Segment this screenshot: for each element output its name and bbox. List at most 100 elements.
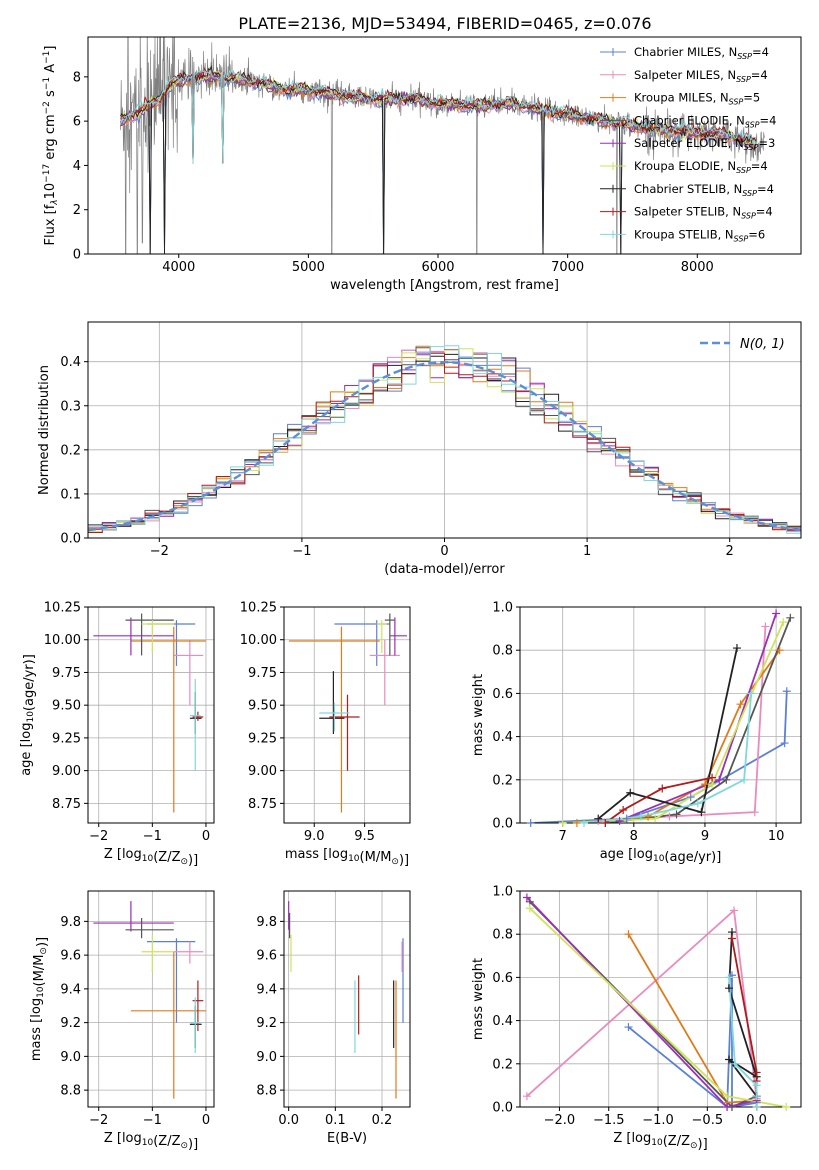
- plus-marker: [708, 773, 717, 782]
- error-bar-point: [173, 639, 204, 706]
- x-tick-label: −1.5: [593, 1113, 625, 1128]
- legend-entry: Chabrier MILES, NSSP=4: [634, 45, 769, 61]
- figure-title: PLATE=2136, MJD=53494, FIBERID=0465, z=0…: [238, 14, 651, 33]
- plus-marker: [747, 689, 756, 698]
- x-axis-label: mass [log10(M/M⊙)]: [285, 847, 409, 868]
- plus-marker: [782, 687, 791, 696]
- series-line-chabrier-miles: [627, 975, 757, 1107]
- x-tick-label: 1: [583, 544, 591, 559]
- plus-marker: [622, 814, 631, 823]
- y-tick-label: 4: [73, 159, 81, 174]
- error-bar-point: [192, 980, 204, 1032]
- plus-marker: [594, 814, 603, 823]
- mass_weight_vs_age-frame: [519, 606, 802, 824]
- plus-marker: [779, 618, 788, 627]
- x-axis-label: Z [log10(Z/Z⊙)]: [104, 1131, 198, 1152]
- y-tick-label: 9.25: [52, 731, 81, 746]
- residual_histogram-panel: −2 −1 0 1 2 0.0 0.1 0.2 0.3 0.4 N(0, 1) (data-model…: [37, 321, 802, 577]
- error-bar-point: [376, 620, 387, 653]
- plus-marker: [723, 1092, 732, 1101]
- plus-marker: [782, 1103, 791, 1111]
- mass_vs_EBV-plot-area: [288, 901, 404, 1099]
- x-tick-label: 0.1: [325, 1113, 346, 1128]
- legend-entry: Kroupa ELODIE, NSSP=4: [634, 159, 768, 175]
- plus-marker: [775, 646, 784, 655]
- mass_vs_EBV-panel: 0.0 0.1 0.2 8.8 9.0 9.2 9.4 9.6 9.8 E(B-V): [256, 890, 411, 1146]
- y-tick-label: 9.6: [256, 949, 277, 964]
- x-tick-label: 9.5: [354, 829, 375, 844]
- x-axis-label: age [log10(age/yr)]: [600, 847, 722, 865]
- y-axis-label: age [log10(age/yr)]: [19, 654, 37, 776]
- error-bar-point: [384, 613, 395, 656]
- y-tick-label: 0.8: [492, 928, 513, 943]
- mass_vs_Z-plot-area: [93, 901, 206, 1099]
- error-bar-point: [130, 626, 206, 813]
- mass_vs_EBV-frame: [283, 890, 411, 1108]
- plus-marker: [601, 819, 610, 827]
- legend-entry: Kroupa MILES, NSSP=5: [634, 91, 760, 107]
- plus-marker: [580, 819, 589, 827]
- histogram-kroupa-stelib: [88, 345, 801, 534]
- plus-marker: [722, 775, 731, 784]
- plus-marker: [752, 1092, 761, 1101]
- x-tick-label: 10: [768, 829, 785, 844]
- x-tick-label: −2: [150, 544, 169, 559]
- x-tick-label: 9: [701, 829, 709, 844]
- x-tick-label: −2: [89, 1113, 108, 1128]
- plus-marker: [686, 793, 695, 802]
- error-bar-point: [319, 702, 350, 732]
- x-tick-label: −0.5: [692, 1113, 724, 1128]
- mass_weight_vs_Z-frame: [519, 890, 802, 1108]
- y-tick-label: 9.8: [60, 915, 81, 930]
- model-spectrum-salpeter-stelib: [119, 67, 756, 164]
- error-bar-point: [146, 620, 196, 666]
- error-bar-point: [93, 617, 174, 656]
- plus-marker: [693, 799, 702, 808]
- age_vs_Z-plot-area: [93, 613, 206, 813]
- y-tick-label: 9.50: [52, 699, 81, 714]
- error-bar-point: [319, 671, 345, 734]
- plus-marker: [619, 806, 628, 815]
- series-line-chabrier-miles: [530, 691, 788, 823]
- plus-marker: [772, 609, 781, 618]
- y-tick-label: 9.00: [248, 764, 277, 779]
- plus-marker: [636, 812, 645, 821]
- plus-marker: [665, 812, 674, 821]
- error-bar-point: [130, 951, 206, 1099]
- error-bar-point: [146, 938, 196, 1023]
- plus-marker: [526, 819, 535, 827]
- plus-marker: [624, 1023, 633, 1032]
- y-tick-label: 9.0: [60, 1050, 81, 1065]
- series-line-chabrier-stelib: [597, 647, 738, 820]
- error-bar-point: [173, 941, 204, 964]
- y-axis-label: mass [log10(M/M⊙)]: [29, 937, 50, 1061]
- y-tick-label: 0.6: [492, 971, 513, 986]
- y-tick-label: 9.0: [256, 1050, 277, 1065]
- x-tick-label: 0.0: [278, 1113, 299, 1128]
- y-tick-label: 9.8: [256, 915, 277, 930]
- plus-marker: [727, 934, 736, 943]
- y-tick-label: 8: [73, 70, 81, 85]
- plus-marker: [723, 1103, 732, 1111]
- y-tick-label: 10.25: [44, 601, 81, 616]
- series-line-kroupa-miles: [627, 933, 757, 1104]
- y-tick-label: 9.4: [60, 982, 81, 997]
- series-line-salpeter-stelib: [604, 776, 713, 823]
- plus-marker: [732, 644, 741, 653]
- plus-marker: [780, 739, 789, 748]
- y-tick-label: 0.4: [492, 730, 513, 745]
- x-tick-label: 0: [202, 1113, 210, 1128]
- plus-marker: [752, 1068, 761, 1077]
- x-axis-label: Z [log10(Z/Z⊙)]: [613, 1131, 707, 1152]
- y-tick-label: 8.75: [248, 797, 277, 812]
- error-bar-point: [389, 617, 407, 656]
- y-tick-label: 9.6: [60, 949, 81, 964]
- x-tick-label: 0: [440, 544, 448, 559]
- mass_vs_Z-frame: [87, 890, 215, 1108]
- y-tick-label: 9.25: [248, 731, 277, 746]
- plus-marker: [522, 1092, 531, 1101]
- gaussian-reference-curve: [88, 360, 801, 532]
- error-bar-point: [289, 626, 380, 813]
- plus-marker: [672, 810, 681, 819]
